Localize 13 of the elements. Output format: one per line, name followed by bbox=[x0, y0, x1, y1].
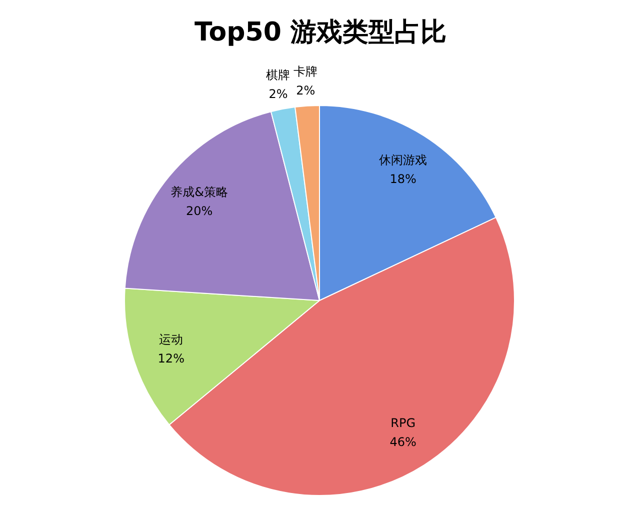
data-label: 2% bbox=[268, 87, 288, 102]
slice-label: 运动 bbox=[159, 332, 184, 347]
data-label: 20% bbox=[186, 204, 213, 218]
data-label: 46% bbox=[390, 435, 416, 450]
chart-title: Top50 游戏类型占比 bbox=[194, 18, 447, 48]
slice-label: 养成&策略 bbox=[170, 185, 228, 200]
slice-label: 卡牌 bbox=[294, 64, 318, 79]
data-label: 2% bbox=[296, 84, 316, 98]
data-label: 18% bbox=[390, 172, 416, 186]
data-label: 12% bbox=[158, 352, 184, 366]
slice-label: 棋牌 bbox=[266, 68, 290, 82]
slice-label: 休闲游戏 bbox=[379, 152, 428, 167]
slice-label: RPG bbox=[390, 416, 416, 430]
